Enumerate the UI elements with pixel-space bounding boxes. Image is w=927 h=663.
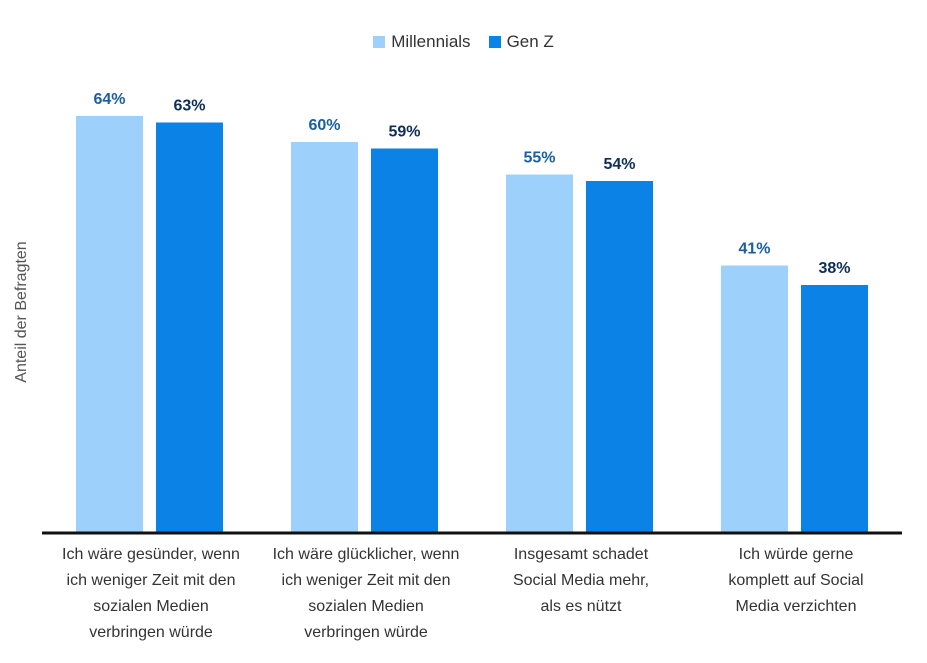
bar-millennials-2[interactable] [506,174,573,533]
bar-gen-z-0[interactable] [156,122,223,533]
legend-label-gen-z: Gen Z [506,32,554,51]
value-label-millennials-2: 55% [523,150,555,167]
legend-swatch-gen-z [488,36,501,48]
legend: Millennials Gen Z [0,32,927,52]
bar-millennials-3[interactable] [721,265,788,533]
bar-gen-z-1[interactable] [371,148,438,533]
bar-gen-z-2[interactable] [586,181,653,532]
value-label-millennials-1: 60% [308,117,340,134]
bar-millennials-1[interactable] [291,142,358,532]
bar-gen-z-3[interactable] [801,285,868,532]
value-label-gen-z-0: 63% [173,98,205,115]
legend-swatch-millennials [373,36,386,48]
category-label-3: Ich würde gerne komplett auf Social Medi… [728,546,864,615]
value-label-millennials-0: 64% [93,91,125,108]
value-label-gen-z-1: 59% [388,124,420,141]
legend-item-millennials[interactable]: Millennials [373,32,471,52]
category-label-1: Ich wäre glücklicher, wenn ich weniger Z… [272,546,460,641]
legend-label-millennials: Millennials [391,32,471,51]
value-label-millennials-3: 41% [738,241,770,258]
bar-millennials-0[interactable] [76,116,143,532]
value-label-gen-z-3: 38% [818,260,850,277]
value-label-gen-z-2: 54% [603,156,635,173]
legend-item-gen-z[interactable]: Gen Z [488,32,554,52]
category-label-0: Ich wäre gesünder, wenn ich weniger Zeit… [62,546,240,641]
category-label-2: Insgesamt schadet Social Media mehr, als… [512,546,650,615]
